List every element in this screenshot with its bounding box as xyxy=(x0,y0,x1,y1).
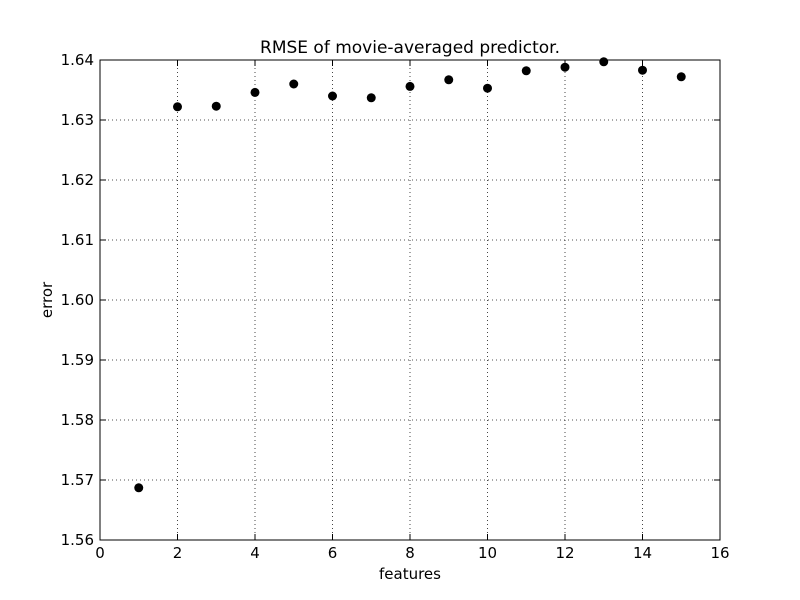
data-point xyxy=(211,101,221,111)
x-tick-label: 16 xyxy=(710,544,729,562)
data-point xyxy=(405,81,415,91)
data-points xyxy=(134,57,686,493)
y-tick-label: 1.62 xyxy=(61,171,94,189)
data-point xyxy=(560,62,570,72)
x-tick-labels: 0 2 4 6 8 10 12 14 16 xyxy=(95,544,729,562)
y-tick-label: 1.58 xyxy=(61,411,94,429)
y-tick-label: 1.60 xyxy=(61,291,94,309)
x-tick-label: 6 xyxy=(328,544,338,562)
x-axis-label: features xyxy=(379,565,441,583)
y-tick-label: 1.64 xyxy=(61,51,94,69)
y-tick-labels: 1.56 1.57 1.58 1.59 1.60 1.61 1.62 1.63 1.64 xyxy=(61,51,94,549)
x-tick-label: 0 xyxy=(95,544,105,562)
data-point xyxy=(521,66,531,76)
y-tick-label: 1.61 xyxy=(61,231,94,249)
x-tick-label: 12 xyxy=(555,544,574,562)
x-tick-label: 10 xyxy=(478,544,497,562)
chart-title: RMSE of movie-averaged predictor. xyxy=(260,38,560,58)
data-point xyxy=(134,483,144,493)
plot-frame xyxy=(99,59,721,541)
data-point xyxy=(599,57,609,67)
x-tick-label: 8 xyxy=(405,544,415,562)
x-tick-label: 4 xyxy=(250,544,260,562)
data-point xyxy=(366,93,376,103)
y-tick-label: 1.56 xyxy=(61,531,94,549)
x-tick-label: 14 xyxy=(633,544,652,562)
y-tick-label: 1.57 xyxy=(61,471,94,489)
data-point xyxy=(676,72,686,82)
data-point xyxy=(483,83,492,93)
data-point xyxy=(289,79,299,89)
data-point xyxy=(250,87,260,97)
data-point xyxy=(328,91,337,101)
y-axis-label: error xyxy=(38,281,56,318)
y-tick-label: 1.59 xyxy=(61,351,94,369)
data-point xyxy=(173,102,182,112)
grid xyxy=(100,60,720,540)
y-tick-label: 1.63 xyxy=(61,111,94,129)
data-point xyxy=(638,65,647,75)
data-point xyxy=(444,75,454,85)
x-tick-label: 2 xyxy=(173,544,183,562)
